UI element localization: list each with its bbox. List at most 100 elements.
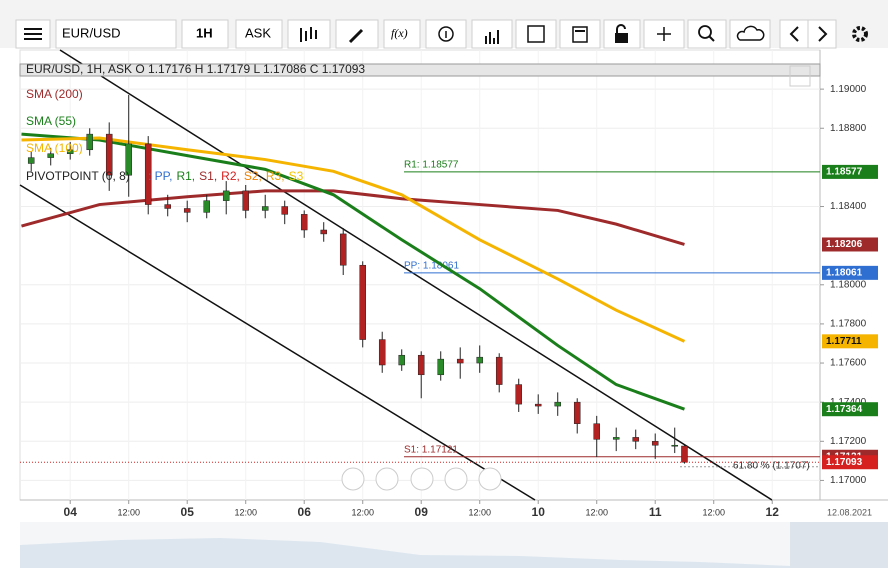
x-tick-label: 12:00: [351, 507, 374, 517]
candle-body: [359, 264, 366, 340]
plot: 1.170001.172001.174001.176001.178001.180…: [19, 49, 878, 519]
price-tag-label: 1.17364: [826, 404, 863, 415]
sma-line: [21, 132, 685, 411]
x-tick-label: 12:00: [468, 507, 491, 517]
price-tag: [822, 265, 878, 280]
pivot-legend-part: R2,: [221, 169, 240, 183]
zoom-button[interactable]: [687, 19, 727, 49]
x-tick-label: 12:00: [234, 507, 257, 517]
plot-area: [19, 49, 821, 501]
pivot-legend-part: : PP,: [148, 169, 172, 183]
calendar-button[interactable]: [515, 19, 557, 49]
candle-body: [398, 354, 405, 366]
y-tick-label: 1.17600: [830, 358, 867, 369]
prev-button[interactable]: [779, 19, 809, 49]
price-type: ASK: [245, 25, 271, 40]
x-tick-label: 12:00: [117, 507, 140, 517]
candle-body: [320, 229, 327, 235]
price-tag-label: 1.17093: [826, 457, 863, 468]
y-tick-label: 1.19000: [830, 84, 867, 95]
pivot-legend: PIVOTPOINT (0, 8): [26, 169, 130, 183]
date-label: 12.08.2021: [827, 507, 872, 517]
candle-body: [651, 441, 659, 446]
price-tag: [822, 237, 878, 252]
toolbar: EUR/USD 1H ASK f(x): [0, 0, 888, 49]
candle-body: [681, 445, 688, 463]
pivot-level-label: PP: 1.18061: [404, 260, 459, 271]
layout-button[interactable]: [559, 19, 601, 49]
sma-line: [21, 189, 685, 246]
pivot-legend-part: S1,: [199, 169, 217, 183]
fib-label: 61.80 % (1.1707): [733, 460, 810, 471]
pivot-legend-part: R1,: [176, 169, 195, 183]
x-tick-label: 11: [649, 505, 662, 519]
x-tick-label: 12:00: [585, 507, 608, 517]
x-tick-label: 04: [64, 505, 78, 519]
candle-body: [242, 190, 249, 211]
x-tick-label: 05: [181, 505, 195, 519]
interval-button[interactable]: [181, 19, 229, 49]
indicator-button[interactable]: [383, 19, 421, 49]
price-tag: [822, 455, 878, 470]
price-tag-label: 1.18577: [826, 167, 863, 178]
candle-body: [554, 401, 561, 407]
y-tick-label: 1.17000: [830, 475, 867, 486]
y-tick-label: 1.18400: [830, 201, 867, 212]
x-tick-label: 10: [532, 505, 546, 519]
candle-body: [593, 423, 600, 440]
x-tick-label: 09: [415, 505, 429, 519]
pivot-legend-part: S2,: [244, 169, 262, 183]
pivot-level-label: R1: 1.18577: [404, 160, 459, 171]
price-type-button[interactable]: [235, 19, 283, 49]
candle-body: [203, 200, 210, 213]
candle-body: [495, 356, 503, 385]
candle-body: [515, 384, 522, 405]
upload-button[interactable]: [729, 19, 771, 49]
header: EUR/USD, 1H, ASK O 1.17176 H 1.17179 L 1…: [26, 62, 365, 76]
y-tick-label: 1.17200: [830, 436, 867, 447]
price-tag: [822, 402, 878, 417]
navigator-area: [20, 538, 790, 568]
y-tick-label: 1.18800: [830, 123, 867, 134]
y-tick-label: 1.18000: [830, 279, 867, 290]
header-bg: [19, 63, 821, 77]
nav-controls: [341, 467, 502, 491]
legend-entry: SMA (200): [26, 87, 83, 101]
expand-icon[interactable]: [789, 65, 811, 87]
candle-body: [573, 401, 581, 424]
y-tick-label: 1.17800: [830, 319, 867, 330]
x-tick-label: 12: [766, 505, 780, 519]
candle-body: [183, 208, 191, 213]
fx-icon: f(x): [391, 26, 408, 40]
crosshair-button[interactable]: [643, 19, 685, 49]
candle-body: [417, 354, 425, 376]
volume-button[interactable]: [471, 19, 513, 49]
next-button[interactable]: [807, 19, 837, 49]
symbol: EUR/USD: [62, 25, 121, 40]
channel-line: [19, 184, 536, 501]
pivot-legend-part: R3,: [266, 169, 285, 183]
channel-line: [59, 49, 773, 501]
price-tag: [822, 334, 878, 349]
lock-button[interactable]: [603, 19, 641, 49]
candle-body: [105, 133, 113, 176]
candle-body: [378, 339, 386, 366]
info-button[interactable]: [425, 19, 467, 49]
pivot-level-label: S1: 1.17121: [404, 444, 458, 455]
candle-body: [437, 358, 444, 376]
menu-button[interactable]: [15, 19, 51, 49]
candle-body: [534, 403, 542, 407]
symbol-input[interactable]: [55, 19, 177, 49]
settings-button[interactable]: [852, 26, 868, 42]
navigator-window[interactable]: [790, 522, 888, 568]
interval: 1H: [196, 25, 213, 40]
candle-body: [476, 356, 483, 364]
x-tick-label: 12:00: [702, 507, 725, 517]
chart-type-button[interactable]: [287, 19, 331, 49]
price-tag-label: 1.18206: [826, 239, 863, 250]
draw-button[interactable]: [335, 19, 379, 49]
candle-body: [671, 444, 678, 447]
candle-body: [261, 206, 269, 211]
